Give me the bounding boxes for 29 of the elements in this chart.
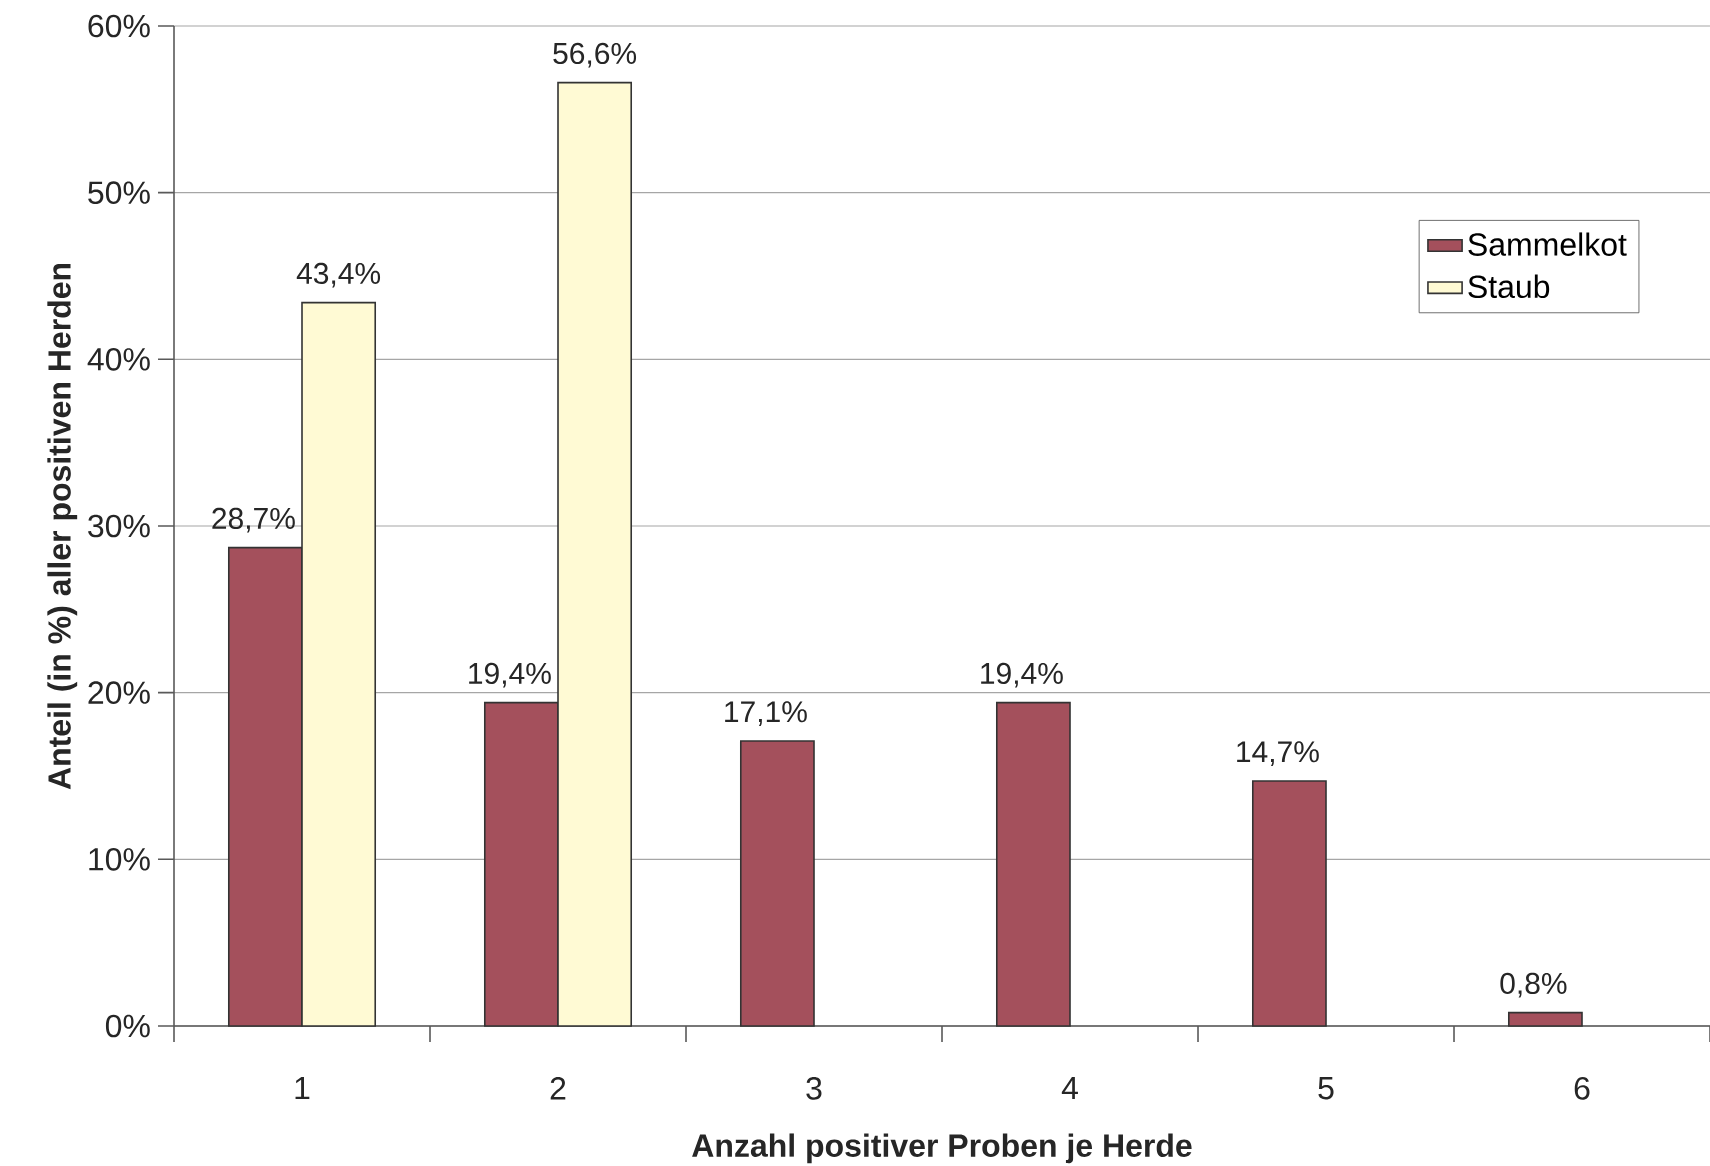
x-tick-label: 4 (1061, 1077, 1078, 1100)
bar (1507, 1011, 1583, 1027)
x-tick-label: 3 (806, 1077, 822, 1100)
bar (1251, 780, 1327, 1027)
data-label: 0,8% (1500, 972, 1567, 998)
y-tick-label: 40% (87, 348, 150, 371)
data-label: 43,4% (296, 262, 381, 288)
y-axis-title: Anteil (in %) aller positiven Herden (47, 263, 78, 790)
y-tick-label: 30% (88, 514, 150, 538)
bar (739, 740, 815, 1027)
x-tick-label: 1 (295, 1077, 310, 1100)
data-label: 56,6% (553, 42, 637, 68)
x-tick-label: 5 (1318, 1077, 1334, 1100)
data-label: 14,7% (1237, 741, 1319, 766)
data-label: 19,4% (469, 662, 551, 688)
legend-label: Staub (1468, 274, 1550, 299)
bar (995, 701, 1071, 1027)
x-axis-title: Anzahl positiver Proben je Herde (692, 1133, 1192, 1164)
x-tick-label: 2 (550, 1077, 566, 1100)
y-tick-label: 50% (88, 181, 150, 204)
legend-label: Sammelkot (1468, 232, 1627, 256)
data-label: 28,7% (212, 507, 295, 533)
data-label: 17,1% (725, 701, 807, 726)
y-tick-label: 10% (89, 848, 150, 871)
data-label: 19,4% (981, 662, 1063, 688)
y-tick-label: 0% (105, 1014, 150, 1038)
y-tick-label: 60% (88, 14, 150, 38)
y-tick-label: 20% (88, 681, 150, 704)
x-tick-label: 6 (1574, 1077, 1590, 1100)
